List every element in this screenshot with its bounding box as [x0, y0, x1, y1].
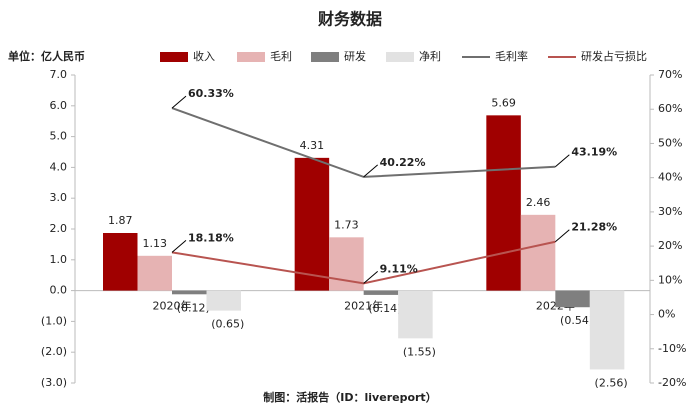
line-value-label: 60.33% [188, 87, 234, 100]
source: 制图：活报告（ID：livereport） [263, 390, 436, 404]
y-tick-label: 5.0 [50, 130, 68, 143]
y-tick-label: (1.0) [41, 314, 67, 327]
value-label: (1.55) [403, 345, 436, 358]
legend-swatch [386, 52, 414, 62]
legend-label: 净利 [419, 49, 441, 63]
y2-tick-label: -10% [658, 342, 686, 355]
y-tick-label: 3.0 [50, 191, 68, 204]
bar [589, 290, 625, 370]
bar [103, 233, 138, 291]
bar [555, 290, 590, 308]
leader-line [171, 95, 187, 109]
leader-line [363, 270, 378, 284]
line-value-label: 43.19% [571, 146, 617, 159]
y-tick-label: 2.0 [50, 222, 68, 235]
line-value-label: 21.28% [571, 221, 617, 234]
bar [137, 255, 172, 291]
y2-tick-label: 70% [658, 68, 682, 81]
value-label: (0.54) [560, 314, 593, 327]
y-tick-label: 6.0 [50, 99, 68, 112]
y2-tick-label: 0% [658, 308, 675, 321]
legend-swatch [160, 52, 188, 62]
legend-swatch [311, 52, 339, 62]
line-value-label: 18.18% [188, 231, 234, 244]
bar [363, 290, 399, 295]
leader-line [555, 229, 570, 243]
bar [398, 290, 433, 339]
line-value-label: 40.22% [380, 156, 426, 169]
bar [486, 115, 521, 291]
bar [520, 214, 556, 291]
y2-tick-label: 20% [658, 239, 682, 252]
y2-tick-label: 30% [658, 205, 682, 218]
value-label: (2.56) [595, 376, 628, 389]
chart-title: 财务数据 [317, 10, 382, 29]
value-label: 1.13 [143, 237, 168, 250]
legend-label: 收入 [193, 49, 215, 63]
value-label: 1.87 [108, 214, 133, 227]
value-label: (0.12) [177, 301, 210, 314]
y2-tick-label: 40% [658, 171, 682, 184]
y2-tick-label: 50% [658, 136, 682, 149]
y-tick-label: (2.0) [41, 345, 67, 358]
bar [294, 157, 330, 291]
line-value-label: 9.11% [380, 262, 418, 275]
y2-tick-label: 60% [658, 102, 682, 115]
legend-label: 毛利 [270, 50, 292, 63]
value-label: 4.31 [300, 139, 325, 152]
y-tick-label: 1.0 [50, 253, 68, 266]
legend-swatch [237, 52, 265, 62]
y-tick-label: 4.0 [50, 160, 68, 173]
value-label: 1.73 [334, 218, 359, 231]
leader-line [555, 154, 570, 168]
y2-tick-label: 10% [658, 273, 682, 286]
legend-label: 研发占亏损比 [581, 49, 647, 63]
y-tick-label: (3.0) [41, 376, 67, 389]
bar [172, 290, 207, 295]
leader-line [171, 239, 187, 253]
x-tick-label: 2020年 [153, 299, 192, 313]
value-label: 5.69 [491, 96, 516, 109]
bar [206, 290, 241, 311]
x-tick-label: 2021年 [344, 299, 383, 313]
y-tick-label: 0.0 [50, 284, 68, 297]
leader-line [363, 164, 378, 178]
value-label: 2.46 [526, 196, 551, 209]
y2-tick-label: -20% [658, 376, 686, 389]
legend-label: 研发 [344, 49, 366, 63]
legend-label: 毛利率 [495, 49, 528, 63]
value-label: (0.14) [368, 302, 401, 315]
value-label: (0.65) [211, 318, 244, 331]
y-tick-label: 7.0 [50, 68, 68, 81]
unit-label: 单位：亿人民币 [8, 49, 85, 63]
